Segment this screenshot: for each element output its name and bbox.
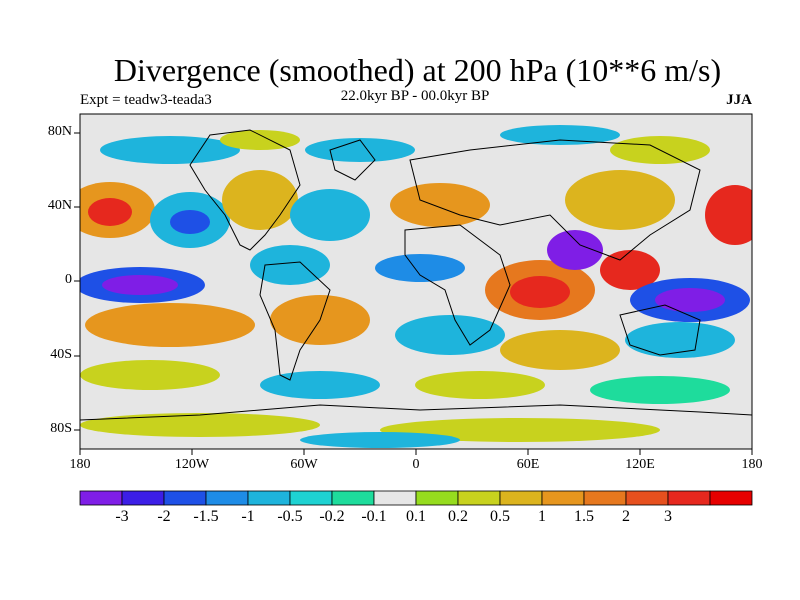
colorbar-swatch [163, 490, 207, 506]
field-patch [590, 376, 730, 404]
field-patch [600, 250, 660, 290]
field-patch [415, 371, 545, 399]
colorbar-label: 2 [622, 508, 630, 525]
coast-greenland [329, 139, 376, 181]
field-patch [100, 136, 240, 164]
coast-eurasia [409, 139, 701, 261]
field-patch [220, 130, 300, 150]
field-patch [500, 330, 620, 370]
field-patch [565, 170, 675, 230]
field-patch [300, 432, 460, 448]
lat-label-0: 0 [65, 272, 72, 287]
field-patch [390, 183, 490, 227]
colorbar-swatch [709, 490, 753, 506]
colorbar-label: -3 [115, 508, 129, 525]
colorbar-swatch [457, 490, 501, 506]
colorbar-swatch [289, 490, 333, 506]
field-patch [250, 245, 330, 285]
lon-label-120w: 120W [174, 457, 210, 472]
colorbar-label: -0.5 [277, 508, 303, 525]
field-patch [290, 189, 370, 241]
coast-australia [619, 304, 701, 356]
lon-label-60w: 60W [290, 457, 318, 472]
colorbar [79, 490, 753, 506]
colorbar-label: 3 [664, 508, 672, 525]
plot-title: Divergence (smoothed) at 200 hPa (10**6 … [113, 52, 722, 88]
period-label: 22.0kyr BP - 00.0kyr BP [340, 88, 490, 104]
coast-africa [404, 224, 511, 346]
field-patch [102, 275, 178, 295]
experiment-label: Expt = teadw3-teada3 [80, 92, 212, 108]
lon-label-180e: 180 [741, 457, 763, 472]
lon-label-180w: 180 [69, 457, 91, 472]
colorbar-swatch [415, 490, 459, 506]
colorbar-label: 0.1 [406, 508, 426, 525]
colorbar-swatch [499, 490, 543, 506]
colorbar-label: -2 [157, 508, 171, 525]
field-patch [380, 418, 660, 442]
field-patch [80, 360, 220, 390]
field-patch [260, 371, 380, 399]
field-patch [222, 170, 298, 230]
colorbar-label: 1 [538, 508, 546, 525]
field-patch [80, 413, 320, 437]
field-patch [305, 138, 415, 162]
axis-ticks [74, 132, 753, 455]
lon-label-120e: 120E [625, 457, 655, 472]
colorbar-swatch [205, 490, 249, 506]
colorbar-label: -1.5 [193, 508, 219, 525]
lat-label-40s: 40S [50, 347, 72, 362]
field-patch [655, 288, 725, 312]
coast-south-america [259, 261, 331, 381]
colorbar-label: 1.5 [574, 508, 594, 525]
field-patch [547, 230, 603, 270]
field-patch [170, 210, 210, 234]
colorbar-label: -0.1 [361, 508, 387, 525]
lat-label-80n: 80N [47, 124, 72, 139]
colorbar-swatch [121, 490, 165, 506]
season-label: JJA [726, 92, 752, 108]
field-patch [375, 254, 465, 282]
colorbar-label: 0.5 [490, 508, 510, 525]
colorbar-label: 0.2 [448, 508, 468, 525]
colorbar-swatch [79, 490, 123, 506]
colorbar-swatch [247, 490, 291, 506]
field-patch [88, 198, 132, 226]
lon-label-0: 0 [412, 457, 420, 472]
coast-north-america [189, 129, 301, 251]
field-patch [705, 185, 752, 245]
colorbar-label: -0.2 [319, 508, 345, 525]
field-patch [85, 303, 255, 347]
coastlines [80, 129, 752, 421]
field-patch [500, 125, 620, 145]
field-patch [625, 322, 735, 358]
lat-label-40n: 40N [47, 198, 72, 213]
colorbar-swatch [625, 490, 669, 506]
colorbar-swatch [373, 490, 417, 506]
divergence-field [80, 114, 752, 449]
lat-label-80s: 80S [50, 421, 72, 436]
colorbar-swatch [331, 490, 375, 506]
colorbar-swatch [541, 490, 585, 506]
field-patch [510, 276, 570, 308]
colorbar-label: -1 [241, 508, 255, 525]
lon-label-60e: 60E [516, 457, 540, 472]
coast-antarctica [80, 404, 752, 421]
colorbar-swatch [667, 490, 711, 506]
colorbar-swatch [583, 490, 627, 506]
field-patch [395, 315, 505, 355]
